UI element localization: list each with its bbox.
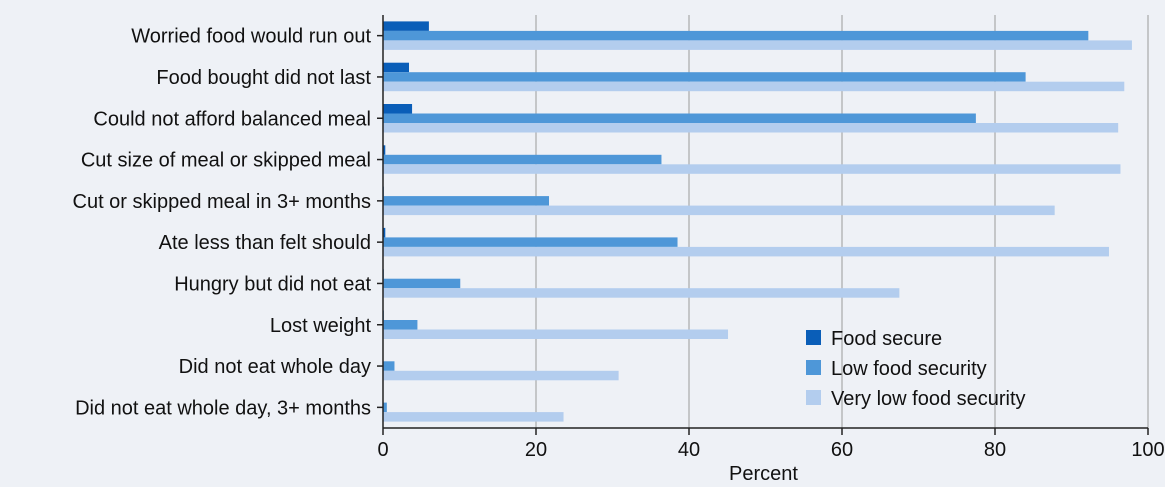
bar-2-2 [383, 72, 1026, 82]
bar-2-1 [383, 62, 410, 73]
bar-6-2 [383, 237, 678, 247]
legend-swatch-2 [806, 360, 821, 375]
x-tick-label-0: 0 [377, 439, 388, 461]
bar-2-3 [383, 81, 1125, 92]
category-label-9: Did not eat whole day [179, 356, 371, 378]
category-label-8: Lost weight [270, 315, 372, 337]
x-axis-title: Percent [729, 463, 798, 485]
category-label-2: Food bought did not last [156, 67, 371, 89]
category-label-7: Hungry but did not eat [174, 273, 371, 295]
bar-9-3 [383, 370, 619, 381]
bar-5-3 [383, 205, 1055, 216]
bar-8-3 [383, 329, 729, 339]
bar-9-2 [383, 361, 395, 371]
bar-4-1 [383, 145, 386, 155]
bar-6-1 [383, 227, 386, 238]
category-label-4: Cut size of meal or skipped meal [81, 150, 371, 172]
legend-swatch-1 [806, 330, 821, 345]
x-tick-label-4: 80 [984, 439, 1006, 461]
x-tick-label-5: 100 [1131, 439, 1164, 461]
bar-7-3 [383, 288, 900, 298]
bar-1-1 [383, 21, 429, 31]
bars [383, 21, 1132, 422]
bar-4-3 [383, 164, 1121, 174]
category-label-1: Worried food would run out [131, 26, 371, 48]
bar-10-3 [383, 412, 564, 422]
legend-swatch-3 [806, 390, 821, 405]
category-label-3: Could not afford balanced meal [93, 108, 371, 130]
bar-7-2 [383, 278, 461, 289]
legend-label-2: Low food security [831, 358, 987, 380]
x-tick-labels: 0 20 40 60 80 100 [377, 428, 1165, 461]
bar-5-2 [383, 196, 550, 206]
bar-10-2 [383, 402, 387, 413]
x-tick-label-2: 40 [678, 439, 700, 461]
category-label-6: Ate less than felt should [159, 232, 371, 254]
bar-3-3 [383, 123, 1119, 133]
bar-4-2 [383, 154, 662, 165]
bar-6-3 [383, 246, 1109, 257]
legend: Food secure Low food security Very low foo… [806, 328, 1026, 410]
x-tick-label-1: 20 [525, 439, 547, 461]
bar-3-2 [383, 113, 976, 123]
legend-label-3: Very low food security [831, 388, 1026, 410]
bar-8-2 [383, 320, 418, 330]
category-labels: Worried food would run out Food bought di… [73, 26, 383, 419]
category-label-5: Cut or skipped meal in 3+ months [73, 191, 372, 213]
bar-1-3 [383, 40, 1132, 50]
legend-label-1: Food secure [831, 328, 942, 350]
bar-1-2 [383, 30, 1089, 41]
category-label-10: Did not eat whole day, 3+ months [75, 397, 371, 419]
x-tick-label-3: 60 [831, 439, 853, 461]
bar-3-1 [383, 104, 413, 114]
